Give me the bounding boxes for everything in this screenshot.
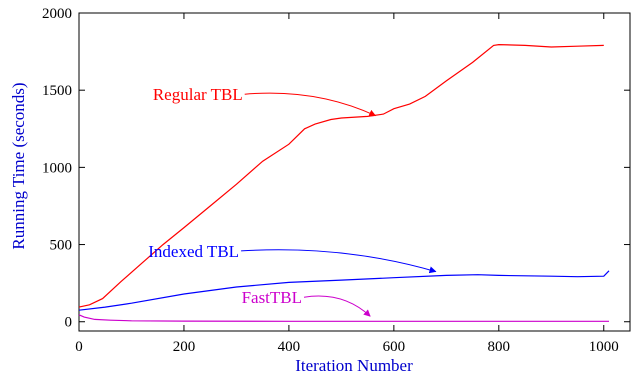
series-line-regular-tbl (78, 43, 604, 308)
y-tick-label: 2000 (42, 6, 72, 22)
y-tick-label: 1500 (42, 83, 72, 99)
annotation-arrow-regular-tbl (244, 92, 377, 117)
plot-border (78, 12, 631, 332)
annotation-indexed-tbl: Indexed TBL (148, 242, 239, 261)
y-axis-title: Running Time (seconds) (9, 82, 28, 249)
annotation-layer: Regular TBL Indexed TBL FastTBL (148, 85, 437, 317)
annotation-regular-tbl: Regular TBL (153, 85, 243, 104)
x-tick-label: 1000 (589, 339, 619, 355)
annotation-arrow-fasttbl (303, 295, 371, 317)
plot-frame (78, 12, 631, 332)
y-tick-label: 500 (50, 238, 73, 254)
series-line-indexed-tbl (78, 270, 610, 311)
x-tick-label: 200 (173, 339, 196, 355)
series-line-fasttbl (78, 314, 609, 322)
y-tick-label: 0 (65, 315, 73, 331)
x-axis-title: Iteration Number (295, 356, 413, 375)
x-tick-label: 400 (278, 339, 301, 355)
annotation-arrow-indexed-tbl (241, 249, 437, 274)
y-tick-label: 1000 (42, 160, 72, 176)
x-tick-label: 800 (488, 339, 511, 355)
series-layer (78, 43, 610, 322)
x-tick-label: 0 (75, 339, 83, 355)
annotation-fasttbl: FastTBL (242, 288, 302, 307)
axis-ticks: 0 200 400 600 800 1000 0 500 1000 1500 2000 (42, 6, 630, 355)
x-tick-label: 600 (383, 339, 406, 355)
